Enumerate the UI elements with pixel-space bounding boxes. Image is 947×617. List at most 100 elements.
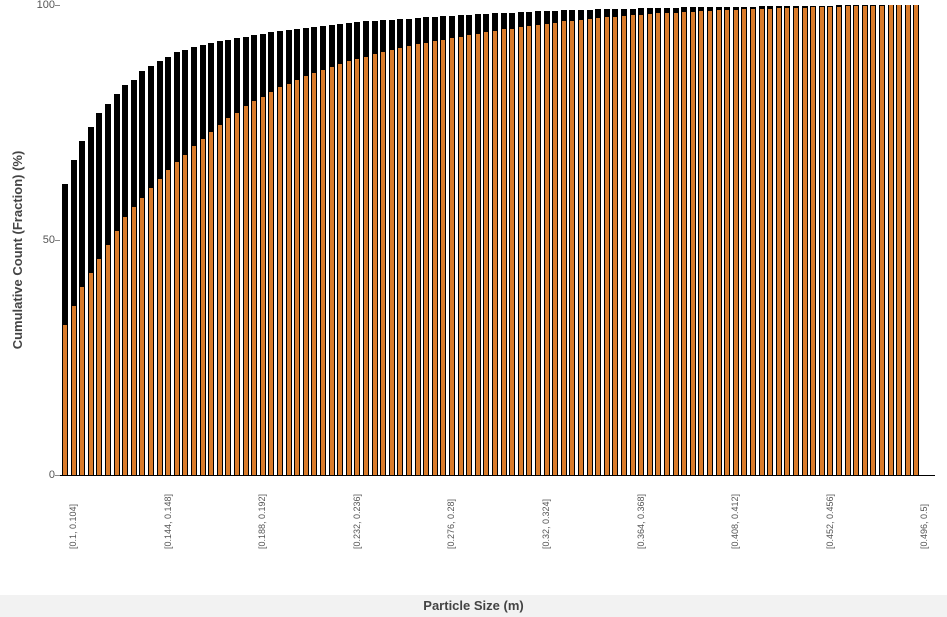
bar-orange	[562, 21, 566, 475]
x-axis-label: Particle Size (m)	[0, 598, 947, 613]
bar-group	[182, 5, 188, 475]
x-tick-label: [0.188, 0.192]	[257, 494, 267, 549]
bar-group	[518, 5, 524, 475]
bar-group	[655, 5, 661, 475]
bar-orange	[218, 125, 222, 475]
bar-orange	[760, 9, 764, 475]
bar-orange	[484, 32, 488, 475]
bar-group	[243, 5, 249, 475]
bar-orange	[734, 10, 738, 475]
bar-orange	[674, 13, 678, 475]
bar-group	[311, 5, 317, 475]
bar-orange	[407, 46, 411, 475]
bar-group	[612, 5, 618, 475]
y-axis-label: Cumulative Count (Fraction) (%)	[10, 151, 25, 350]
x-tick-label: [0.276, 0.28]	[446, 499, 456, 549]
bar-group	[191, 5, 197, 475]
bar-group	[217, 5, 223, 475]
bar-group	[329, 5, 335, 475]
bar-group	[827, 5, 833, 475]
bar-orange	[295, 80, 299, 475]
bar-group	[767, 5, 773, 475]
bar-orange	[725, 10, 729, 475]
x-tick-label: [0.232, 0.236]	[352, 494, 362, 549]
bar-group	[415, 5, 421, 475]
bar-orange	[235, 113, 239, 475]
bar-group	[802, 5, 808, 475]
bar-group	[578, 5, 584, 475]
bar-orange	[717, 10, 721, 475]
bar-orange	[149, 188, 153, 475]
bar-group	[853, 5, 859, 475]
y-tick-label: 50	[0, 234, 55, 246]
bar-group	[303, 5, 309, 475]
bar-orange	[837, 7, 841, 475]
bar-orange	[89, 273, 93, 475]
bar-group	[638, 5, 644, 475]
x-tick-label: [0.408, 0.412]	[730, 494, 740, 549]
bar-group	[294, 5, 300, 475]
y-tick-mark	[55, 240, 60, 241]
bar-orange	[502, 29, 506, 475]
bar-orange	[588, 19, 592, 475]
bar-group	[234, 5, 240, 475]
bar-orange	[123, 217, 127, 476]
bar-orange	[132, 207, 136, 475]
bar-orange	[304, 76, 308, 475]
bar-group	[432, 5, 438, 475]
x-tick-label: [0.452, 0.456]	[825, 494, 835, 549]
bar-group	[870, 5, 876, 475]
x-tick-label: [0.364, 0.368]	[636, 494, 646, 549]
bar-orange	[115, 231, 119, 475]
bar-group	[492, 5, 498, 475]
bar-orange	[742, 9, 746, 475]
bar-group	[698, 5, 704, 475]
bar-orange	[493, 31, 497, 475]
bar-orange	[811, 7, 815, 475]
bar-group	[458, 5, 464, 475]
bar-group	[544, 5, 550, 475]
bar-group	[260, 5, 266, 475]
bar-group	[200, 5, 206, 475]
bar-orange	[252, 101, 256, 475]
bar-group	[372, 5, 378, 475]
bar-orange	[269, 92, 273, 475]
bar-group	[88, 5, 94, 475]
bar-group	[716, 5, 722, 475]
bar-group	[526, 5, 532, 475]
bar-group	[724, 5, 730, 475]
bar-orange	[424, 43, 428, 475]
x-tick-label: [0.1, 0.104]	[68, 504, 78, 549]
bar-group	[776, 5, 782, 475]
bar-orange	[63, 325, 67, 475]
bar-orange	[914, 5, 918, 475]
bar-group	[277, 5, 283, 475]
bar-group	[561, 5, 567, 475]
bar-orange	[570, 21, 574, 475]
x-tick-label: [0.144, 0.148]	[163, 494, 173, 549]
bar-orange	[201, 139, 205, 475]
bar-group	[535, 5, 541, 475]
bar-group	[836, 5, 842, 475]
bar-group	[440, 5, 446, 475]
bar-orange	[166, 170, 170, 476]
bar-orange	[605, 17, 609, 475]
bar-orange	[785, 8, 789, 475]
bar-orange	[648, 14, 652, 475]
bar-group	[71, 5, 77, 475]
bar-orange	[656, 13, 660, 475]
bar-group	[131, 5, 137, 475]
plot-area	[60, 5, 935, 476]
bar-group	[819, 5, 825, 475]
bar-group	[621, 5, 627, 475]
bar-orange	[536, 25, 540, 475]
bar-orange	[510, 29, 514, 476]
bar-group	[354, 5, 360, 475]
bar-group	[888, 5, 894, 475]
bar-group	[759, 5, 765, 475]
bar-orange	[226, 118, 230, 475]
bar-orange	[777, 8, 781, 475]
bar-group	[346, 5, 352, 475]
bar-group	[647, 5, 653, 475]
bar-orange	[278, 87, 282, 475]
